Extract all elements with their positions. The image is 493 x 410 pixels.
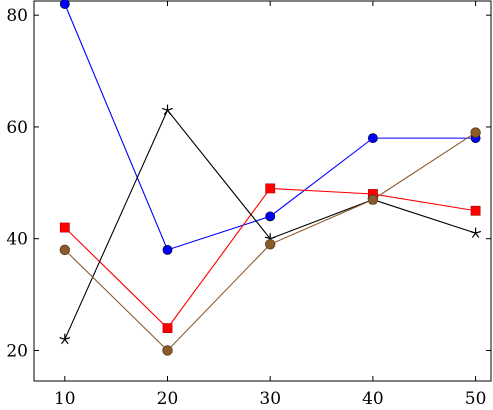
series-2-line (64, 187, 476, 329)
series-4-point-20 (162, 345, 173, 356)
series-3-point-20 (162, 104, 173, 115)
series-markers-layer (59, 0, 482, 356)
x-tick-label: 50 (465, 389, 487, 406)
y-tick-label: 40 (6, 230, 28, 250)
x-tick-label: 40 (362, 389, 384, 406)
series-2-point-10 (59, 222, 70, 233)
series-4-point-40 (367, 194, 379, 205)
series-1-point-40 (367, 133, 378, 144)
plot-frame (33, 0, 492, 382)
series-4-point-50 (470, 127, 481, 138)
series-3-line (64, 109, 476, 340)
series-lines-layer (64, 3, 476, 352)
y-tick-label: 20 (6, 341, 28, 361)
tick-labels-layer: 10 20 30 40 50 20 40 60 80 (6, 6, 487, 409)
series-1-point-20 (162, 244, 173, 255)
x-tick-label: 20 (157, 389, 179, 406)
y-tick-label: 80 (6, 6, 28, 26)
x-tick-label: 10 (54, 389, 76, 406)
x-tick-label: 30 (259, 389, 281, 406)
series-2-point-50 (470, 205, 481, 216)
axes-layer (33, 0, 492, 382)
y-tick-label: 60 (6, 118, 28, 138)
series-1-point-30 (265, 211, 276, 222)
series-3-point-10 (59, 333, 71, 345)
series-2-point-30 (265, 183, 276, 194)
series-1-point-10 (59, 0, 70, 9)
series-4-point-30 (265, 239, 276, 250)
series-3-point-50 (470, 227, 482, 238)
series-4-point-10 (59, 244, 71, 256)
series-2-point-20 (162, 323, 173, 334)
